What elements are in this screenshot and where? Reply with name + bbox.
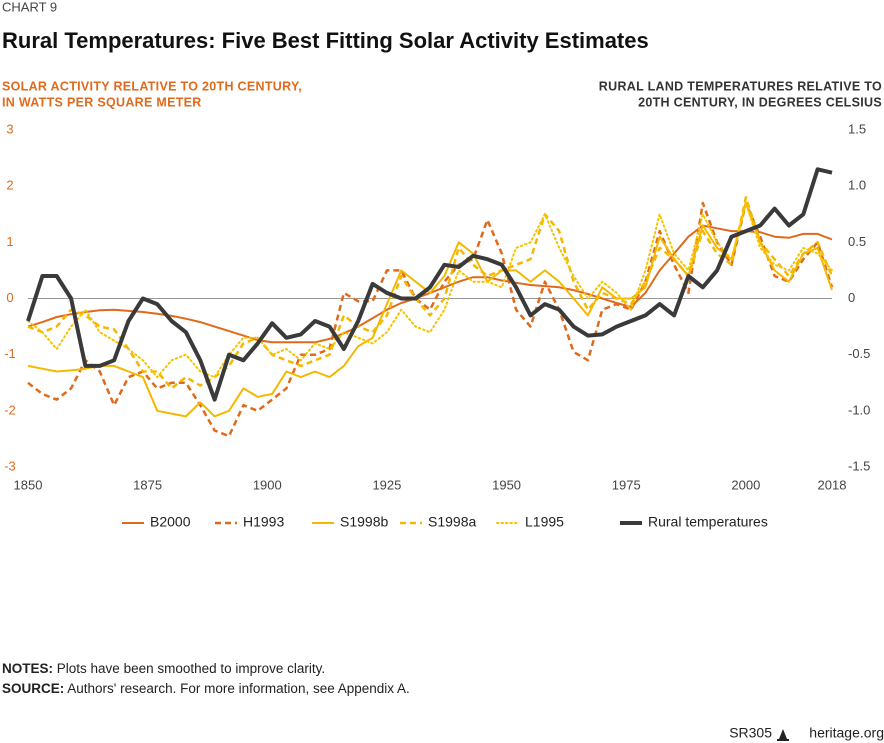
y-tick-label: -3: [4, 458, 16, 473]
source: SOURCE: Authors' research. For more info…: [2, 681, 410, 696]
source-label: SOURCE:: [2, 681, 64, 696]
y-axis-label: IN WATTS PER SQUARE METER: [2, 95, 202, 109]
y2-axis-label: 20TH CENTURY, IN DEGREES CELSIUS: [638, 95, 882, 109]
notes: NOTES: Plots have been smoothed to impro…: [2, 661, 325, 676]
chart-title: Rural Temperatures: Five Best Fitting So…: [2, 28, 649, 53]
legend-label: S1998b: [340, 514, 388, 530]
y-tick-label: -1: [4, 346, 16, 361]
x-tick-label: 2018: [818, 477, 847, 492]
notes-text: Plots have been smoothed to improve clar…: [57, 661, 325, 676]
notes-label: NOTES:: [2, 661, 53, 676]
x-tick-label: 2000: [731, 477, 760, 492]
y2-axis-label: RURAL LAND TEMPERATURES RELATIVE TO: [599, 79, 882, 93]
x-tick-label: 1925: [372, 477, 401, 492]
y2-tick-label: -1.0: [848, 402, 870, 417]
legend-label: H1993: [243, 514, 284, 530]
y-tick-label: -2: [4, 402, 16, 417]
y2-tick-label: 1.5: [848, 121, 866, 136]
series-line: [27, 202, 833, 418]
chart-kicker: CHART 9: [2, 0, 57, 14]
y2-tick-label: 0.5: [848, 234, 866, 249]
y2-tick-label: 0: [848, 290, 855, 305]
x-tick-label: 1975: [612, 477, 641, 492]
x-tick-label: 1850: [14, 477, 43, 492]
report-id: SR305: [729, 725, 772, 741]
series-line: [27, 202, 833, 379]
y-tick-label: 2: [6, 178, 13, 193]
y-tick-label: 3: [6, 121, 13, 136]
y-tick-label: 1: [6, 234, 13, 249]
site: heritage.org: [809, 725, 884, 741]
legend-label: L1995: [525, 514, 564, 530]
x-tick-label: 1900: [253, 477, 282, 492]
logo-icon: [777, 729, 789, 741]
y-tick-label: 0: [6, 290, 13, 305]
legend-label: Rural temperatures: [648, 514, 768, 530]
source-text: Authors' research. For more information,…: [67, 681, 410, 696]
series-line: [27, 196, 834, 390]
x-tick-label: 1875: [133, 477, 162, 492]
y2-tick-label: -1.5: [848, 458, 870, 473]
y-axis-label: SOLAR ACTIVITY RELATIVE TO 20TH CENTURY,: [2, 79, 302, 93]
legend-label: S1998a: [428, 514, 476, 530]
legend-label: B2000: [150, 514, 191, 530]
y2-tick-label: 1.0: [848, 178, 866, 193]
y2-tick-label: -0.5: [848, 346, 870, 361]
series-line: [26, 167, 833, 402]
x-tick-label: 1950: [492, 477, 521, 492]
